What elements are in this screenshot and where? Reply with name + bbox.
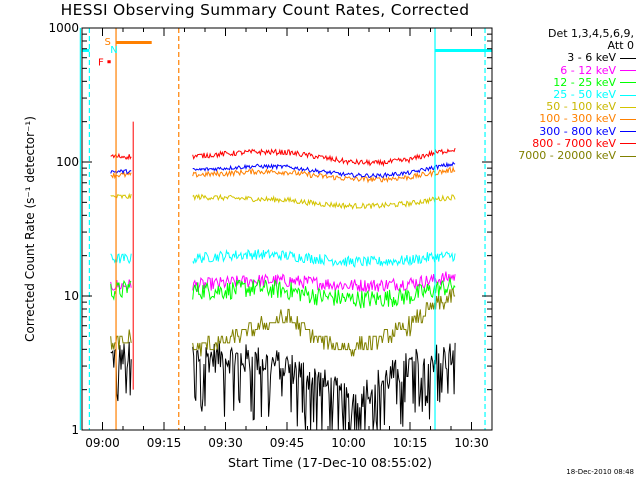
legend-label: 25 - 50 keV <box>553 87 616 101</box>
legend-item-2: 6 - 12 keV <box>470 63 636 77</box>
series-line-6 <box>110 165 456 184</box>
legend-label: 100 - 300 keV <box>539 112 616 126</box>
legend-swatch <box>620 94 636 96</box>
y-axis-label: Corrected Count Rate (s⁻¹ detector⁻¹) <box>23 116 37 342</box>
y-tick-label: 10 <box>64 289 79 303</box>
legend-label: 3 - 6 keV <box>567 51 616 65</box>
legend-label: 50 - 100 keV <box>546 100 616 114</box>
x-tick-label: 10:00 <box>331 436 366 450</box>
legend-item-6: 100 - 300 keV <box>470 113 636 125</box>
legend-swatch <box>620 155 636 157</box>
legend-item-1: 3 - 6 keV <box>470 52 636 64</box>
legend-swatch <box>620 82 636 84</box>
y-tick-label: 1 <box>71 423 79 437</box>
legend-label: 12 - 25 keV <box>553 75 616 89</box>
legend-swatch <box>620 131 636 133</box>
series-line-8 <box>110 147 456 168</box>
y-tick-label: 1000 <box>48 21 79 35</box>
legend-item-3: 12 - 25 keV <box>470 75 636 89</box>
legend-rows: 3 - 6 keV 6 - 12 keV 12 - 25 keV 25 - 50 ke… <box>470 52 636 162</box>
axes-layer: 1 10 100 1000 09:00 09:15 09:30 09:45 10:00 10:15… <box>23 21 493 450</box>
series-line-5 <box>110 192 456 211</box>
x-tick-label: 09:45 <box>270 436 305 450</box>
y-tick-label: 100 <box>56 155 79 169</box>
legend-label: 300 - 800 keV <box>539 124 616 138</box>
legend-header-line2: Att 0 <box>607 39 634 53</box>
legend-swatch <box>620 143 636 145</box>
legend-header-line1: Det 1,3,4,5,6,9, <box>547 27 634 40</box>
legend: Det 1,3,4,5,6,9, Att 0 3 - 6 keV 6 - 12 k… <box>470 27 636 162</box>
flag-n: N <box>110 45 117 56</box>
series-line-4 <box>110 248 456 268</box>
legend-swatch <box>620 118 636 120</box>
x-tick-label: 09:30 <box>208 436 243 450</box>
series-line-3 <box>110 277 456 309</box>
series-line-7 <box>110 161 456 179</box>
legend-item-5: 50 - 100 keV <box>470 100 636 114</box>
page-title: HESSI Observing Summary Count Rates, Cor… <box>60 1 470 19</box>
legend-label: 800 - 7000 keV <box>532 136 616 150</box>
legend-item-9: 7000 - 20000 keV <box>470 148 636 162</box>
data-layer: SNF <box>79 28 492 431</box>
legend-swatch <box>620 106 636 108</box>
x-tick-label: 09:00 <box>85 436 120 450</box>
legend-label: 7000 - 20000 keV <box>518 148 616 162</box>
legend-swatch <box>620 58 636 59</box>
flag-s: S <box>105 37 111 48</box>
legend-item-7: 300 - 800 keV <box>470 124 636 138</box>
series-line-1 <box>110 341 456 431</box>
legend-label: 6 - 12 keV <box>560 63 616 77</box>
legend-item-4: 25 - 50 keV <box>470 87 636 101</box>
footer-timestamp: 18-Dec-2010 08:48 <box>566 468 634 476</box>
x-tick-label: 09:15 <box>147 436 182 450</box>
x-tick-label: 10:30 <box>454 436 489 450</box>
series-line-9 <box>110 288 456 357</box>
flag-f: F <box>98 58 104 69</box>
x-tick-label: 10:15 <box>393 436 428 450</box>
x-axis-label: Start Time (17-Dec-10 08:55:02) <box>228 455 432 470</box>
series-line-2 <box>110 271 456 293</box>
legend-item-8: 800 - 7000 keV <box>470 136 636 150</box>
legend-swatch <box>620 70 636 72</box>
